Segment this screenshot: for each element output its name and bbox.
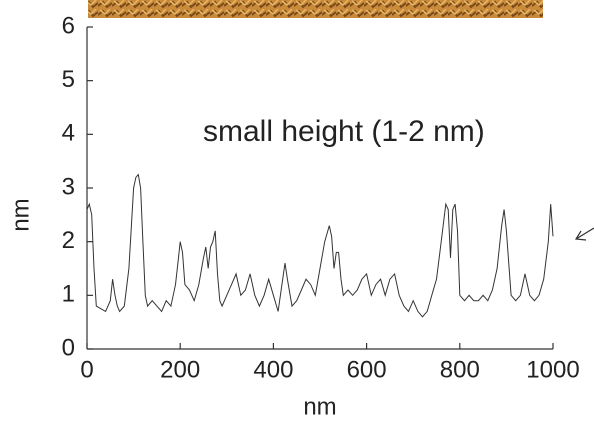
- arrow: [574, 227, 594, 241]
- x-tick-label: 400: [253, 356, 293, 383]
- y-tick-label: 5: [62, 66, 75, 93]
- y-axis-label: nm: [7, 198, 34, 231]
- y-tick-label: 3: [62, 173, 75, 200]
- x-tick-label: 200: [160, 356, 200, 383]
- x-axis-label: nm: [303, 393, 336, 420]
- annotation: small height (1-2 nm): [203, 115, 485, 148]
- x-tick-label: 800: [440, 356, 480, 383]
- y-tick-label: 2: [62, 227, 75, 254]
- y-tick-label: 6: [62, 12, 75, 39]
- y-tick-label: 0: [62, 334, 75, 361]
- afm-image-strip: [88, 0, 543, 18]
- x-tick-label: 600: [347, 356, 387, 383]
- x-tick-label: 1000: [526, 356, 579, 383]
- x-tick-label: 0: [80, 356, 93, 383]
- y-tick-label: 1: [62, 281, 75, 308]
- y-tick-label: 4: [62, 120, 75, 147]
- profile-line: [86, 173, 554, 318]
